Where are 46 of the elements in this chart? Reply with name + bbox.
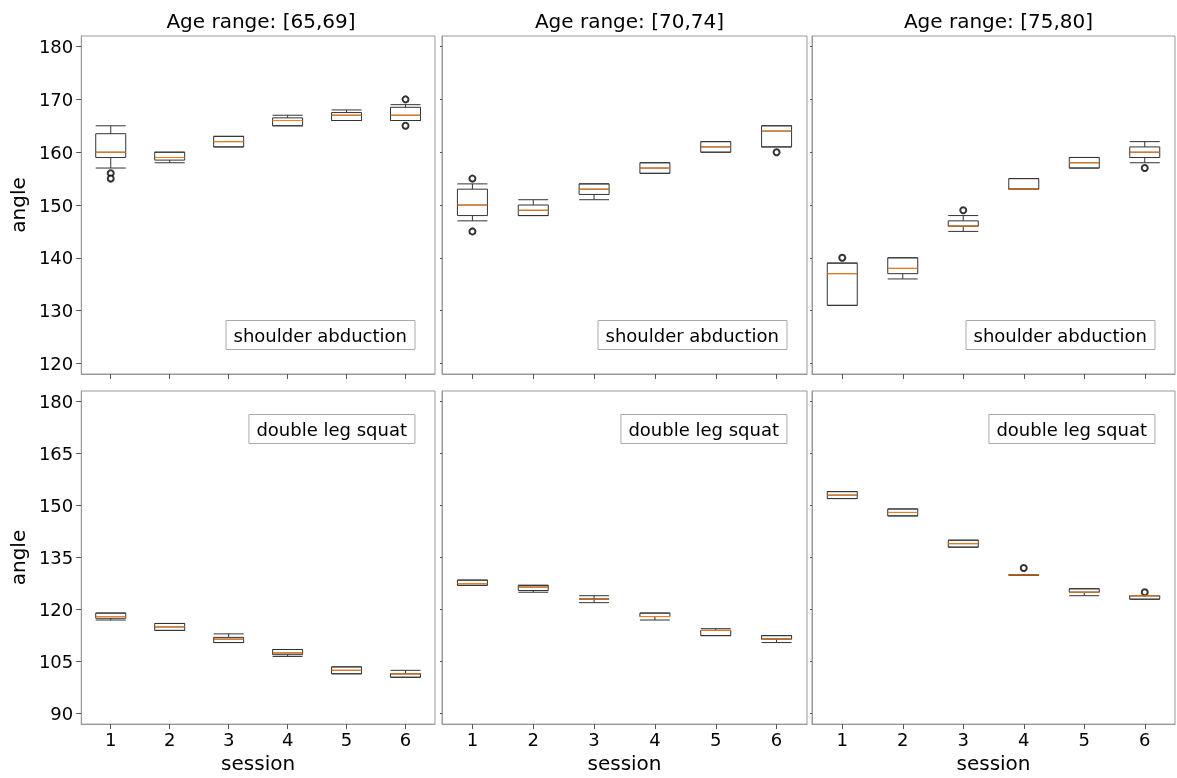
y-tick-label: 180 bbox=[38, 390, 74, 412]
x-axis-title: session bbox=[956, 751, 1031, 775]
x-tick-label: 2 bbox=[897, 728, 909, 750]
y-tick-label: 105 bbox=[38, 651, 74, 673]
x-tick-label: 4 bbox=[1018, 728, 1030, 750]
x-tick-label: 6 bbox=[399, 728, 412, 750]
annotation: double leg squat bbox=[628, 418, 779, 440]
x-tick-label: 3 bbox=[222, 728, 235, 750]
x-tick-label: 1 bbox=[466, 728, 479, 750]
x-tick-label: 6 bbox=[770, 728, 783, 750]
annotation: double leg squat bbox=[996, 418, 1147, 440]
x-tick-label: 4 bbox=[649, 728, 661, 750]
y-tick-label: 165 bbox=[38, 442, 74, 464]
x-tick-label: 1 bbox=[105, 728, 117, 750]
x-tick-label: 5 bbox=[710, 728, 722, 750]
y-tick-label: 120 bbox=[38, 352, 74, 374]
y-axis-title: angle bbox=[6, 177, 30, 233]
y-tick-label: 90 bbox=[50, 703, 74, 725]
x-tick-label: 3 bbox=[957, 728, 969, 750]
annotation: shoulder abduction bbox=[605, 324, 779, 346]
x-tick-label: 2 bbox=[163, 728, 176, 750]
x-axis-title: session bbox=[221, 751, 296, 775]
x-tick-label: 1 bbox=[836, 728, 848, 750]
chart-title: Age range: [65,69] bbox=[166, 9, 356, 33]
x-tick-label: 5 bbox=[1078, 728, 1090, 750]
y-tick-label: 180 bbox=[38, 36, 74, 58]
y-tick-label: 160 bbox=[38, 141, 74, 163]
annotation: double leg squat bbox=[256, 418, 407, 440]
y-tick-label: 140 bbox=[38, 247, 74, 269]
y-tick-label: 150 bbox=[38, 194, 74, 216]
y-tick-label: 130 bbox=[38, 300, 74, 322]
x-axis-title: session bbox=[587, 751, 662, 775]
chart-title: Age range: [70,74] bbox=[534, 9, 725, 33]
annotation: shoulder abduction bbox=[233, 324, 407, 346]
x-tick-label: 6 bbox=[1139, 728, 1151, 750]
annotation: shoulder abduction bbox=[973, 324, 1147, 346]
chart-title: Age range: [75,80] bbox=[903, 9, 1094, 33]
y-axis-title: angle bbox=[6, 529, 30, 586]
x-tick-label: 4 bbox=[281, 728, 294, 750]
y-tick-label: 170 bbox=[38, 88, 74, 110]
x-tick-label: 5 bbox=[340, 728, 353, 750]
y-tick-label: 150 bbox=[38, 495, 74, 516]
x-tick-label: 3 bbox=[588, 728, 600, 750]
y-tick-label: 120 bbox=[38, 599, 74, 621]
x-tick-label: 2 bbox=[527, 728, 539, 750]
y-tick-label: 135 bbox=[38, 547, 74, 569]
